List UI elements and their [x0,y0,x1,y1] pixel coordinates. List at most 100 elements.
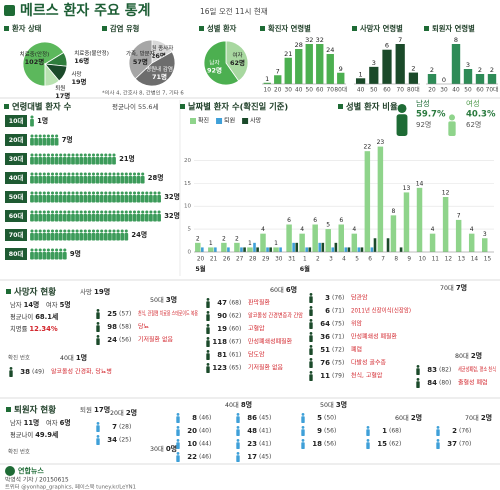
person-body [58,214,63,222]
slice-label: 가족, 방문자 [126,50,155,58]
pie-slice [203,40,240,86]
person-head [124,210,128,214]
patient-icon [96,422,100,432]
person-body [30,195,34,203]
patient-icon [236,452,240,462]
patient-age: (71) [332,308,344,315]
person-body [236,442,240,449]
person-head [206,350,210,353]
stat-value: 5명 [60,300,71,309]
patient-icon [309,293,313,303]
patient-id: 64 [320,320,330,328]
patient-note: 만성폐쇄성 폐질환 [351,333,398,341]
person-body [71,176,75,184]
x-tick-label: 2 [316,257,320,263]
person-body [124,176,129,184]
patient-icon [176,452,180,462]
stat-label: 평균나이 [10,430,33,439]
person-body [50,157,55,165]
patient-age: (44) [199,441,211,448]
x-tick-label: 30 [275,257,283,263]
person-body [83,214,88,222]
bar [201,247,204,252]
bar [360,247,364,252]
bar-value: 24 [326,46,334,54]
person-head [46,229,50,233]
person-head [55,172,59,176]
slice-value: 92명 [207,65,222,74]
person-body [67,176,71,184]
person-head [96,210,100,214]
person-head [59,248,63,252]
person-body [176,429,180,436]
patient-id: 84 [427,379,437,387]
x-tick-label: 15 [484,257,492,263]
person-head [153,210,157,214]
person-body [112,233,116,241]
bar [260,233,266,252]
y-tick-label: 20 [184,158,191,164]
person-head [206,298,210,301]
slice-value: 16명 [74,56,89,65]
person-head [30,210,34,214]
person-body [71,214,75,222]
person-body [103,214,108,222]
person-body [301,429,305,436]
legend-label: 사망 [250,117,262,125]
person-head [71,229,75,233]
person-body [124,214,129,222]
person-body [79,195,84,203]
y-tick-label: 10 [184,204,191,210]
row-label-box [5,229,27,241]
x-tick-label: 30 [285,88,293,94]
person-head [63,248,67,252]
chart-title: 날짜별 환자 수(확진일 기준) [188,102,288,112]
pie-slice [22,41,65,87]
slice-label: *병원 종사자 [143,44,173,52]
person-head [149,191,153,195]
person-head [108,191,112,195]
person-head [112,191,116,195]
person-head [236,452,240,455]
bar [263,82,271,84]
count-label: 92명 [416,120,431,129]
person-body [30,119,34,127]
person-body [95,214,100,222]
person-head [87,229,91,233]
bar-value: 2 [478,66,482,74]
section-title: 사망자 현황 [14,287,56,298]
bar-value: 6 [287,217,291,224]
person-head [59,191,63,195]
person-body [436,429,440,436]
x-tick-label: 21 [210,257,218,263]
person-head [55,191,59,195]
person-head [67,153,71,157]
bar-value: 4 [431,226,435,233]
person-head [50,229,55,233]
person-body [46,214,51,222]
x-tick-label: 40 [295,88,303,94]
patient-id: 36 [320,333,330,341]
row-label-box [5,134,27,146]
patient-id: 76 [320,359,330,367]
bar [247,247,253,252]
patient-icon [309,332,313,342]
patient-note: 다발성 골수종 [351,359,387,367]
section-bullet [4,26,9,31]
x-tick-label: 10 [264,88,272,94]
person-head [50,210,55,214]
bar [234,242,240,252]
group-age: 70대 [440,284,454,292]
person-body [54,157,59,165]
patient-icon [96,322,100,332]
bar [295,49,303,84]
person-body [236,455,240,462]
person-head [120,172,124,176]
x-tick-label: 30 [440,88,448,94]
group-age: 60대 [270,286,284,294]
person-body [236,429,240,436]
patient-age: (76) [332,295,344,302]
person-head [55,248,59,252]
patient-icon [309,319,313,329]
person-head [46,248,50,252]
